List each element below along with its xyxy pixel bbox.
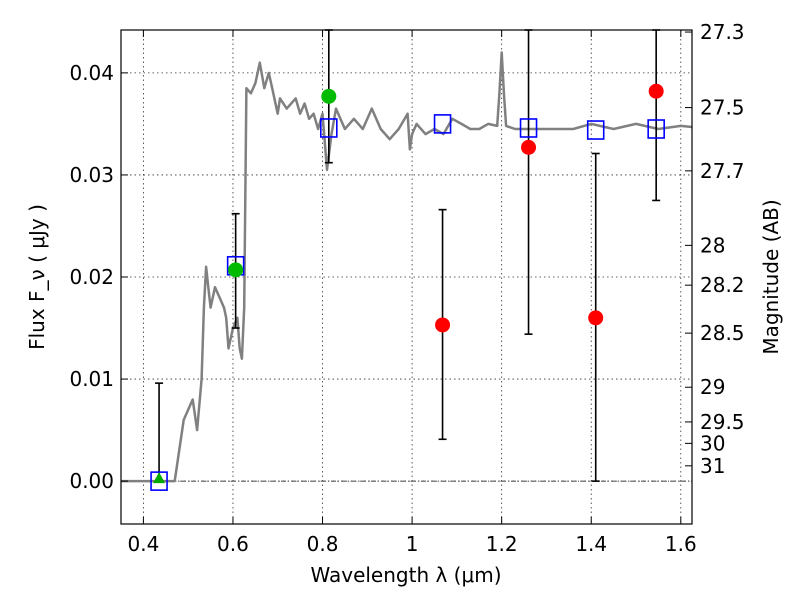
x-tick-label: 1.4	[575, 532, 607, 556]
y-tick-label: 0.01	[69, 367, 114, 391]
x-tick-label: 1.6	[665, 532, 697, 556]
mag-tick-label: 28	[700, 233, 725, 257]
ticks-layer: 0.4 0.6 0.8 1 1.2 1.4 1.6 0.00 0.01 0.02 0.03 0.04 2…	[69, 20, 744, 556]
error-bar-4	[524, 29, 533, 335]
model-square-point	[647, 119, 665, 139]
markers-layer	[150, 83, 665, 491]
y-axis-label-left: Flux F_ν ( μJy )	[25, 204, 49, 350]
mag-tick-label: 28.5	[700, 321, 745, 345]
error-bar-0	[155, 382, 164, 482]
mag-tick-label: 27.3	[700, 20, 745, 44]
model-square-point	[586, 120, 605, 140]
y-tick-label: 0.03	[69, 163, 114, 187]
mag-tick-label: 29	[700, 375, 725, 399]
low-significance-point	[588, 310, 604, 326]
low-significance-point	[521, 139, 537, 155]
grid	[121, 30, 692, 524]
model-square-point	[519, 118, 538, 138]
x-tick-label: 0.8	[307, 532, 339, 556]
detection-point	[321, 88, 337, 104]
mag-tick-label: 27.5	[700, 96, 745, 120]
low-significance-point	[648, 83, 664, 99]
x-tick-label: 0.6	[217, 532, 249, 556]
low-significance-point	[435, 317, 451, 333]
y-tick-label: 0.00	[69, 469, 114, 493]
model-spectrum-layer	[121, 51, 693, 483]
triangle-point	[153, 472, 166, 484]
detection-point	[228, 262, 244, 278]
mag-tick-label: 31	[700, 454, 725, 478]
error-bars-layer	[155, 29, 661, 482]
x-tick-label: 1	[406, 532, 419, 556]
mag-tick-label: 29.5	[700, 410, 745, 434]
model-square-point	[433, 114, 452, 134]
mag-tick-label: 28.2	[700, 273, 745, 297]
x-tick-label: 1.2	[486, 532, 518, 556]
y-tick-label: 0.04	[69, 61, 114, 85]
mag-tick-label: 30	[700, 431, 725, 455]
x-tick-label: 0.4	[127, 532, 159, 556]
x-axis-label: Wavelength λ (μm)	[310, 563, 501, 587]
model-square-point	[319, 118, 338, 138]
y-tick-label: 0.02	[69, 265, 114, 289]
spectrum-line	[121, 51, 693, 483]
mag-tick-label: 27.7	[700, 159, 745, 183]
y-axis-label-right: Magnitude (AB)	[759, 199, 783, 354]
